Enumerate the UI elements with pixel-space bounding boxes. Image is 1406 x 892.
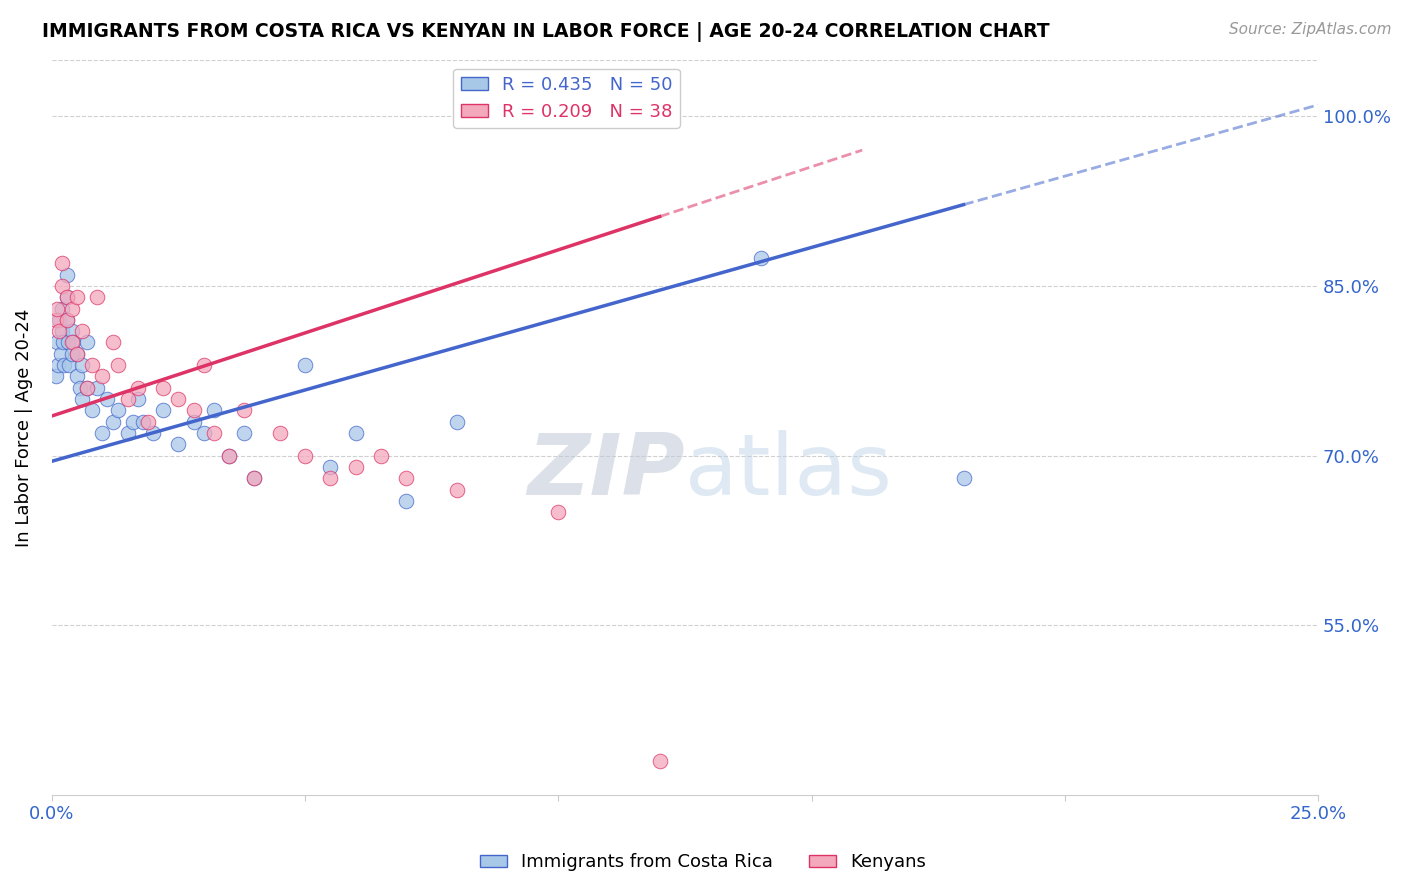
Point xyxy=(51,301,73,316)
Point xyxy=(49,347,72,361)
Point xyxy=(152,403,174,417)
Point xyxy=(243,471,266,485)
Point xyxy=(395,471,418,485)
Point xyxy=(56,335,79,350)
Point xyxy=(136,415,159,429)
Point xyxy=(82,358,104,372)
Point xyxy=(91,369,114,384)
Point xyxy=(82,403,104,417)
Point xyxy=(86,290,108,304)
Point xyxy=(56,313,79,327)
Point xyxy=(344,425,367,440)
Point xyxy=(66,290,89,304)
Point xyxy=(446,415,468,429)
Point xyxy=(45,313,67,327)
Point xyxy=(319,459,342,474)
Point xyxy=(117,392,139,406)
Point xyxy=(51,256,73,270)
Point xyxy=(218,449,240,463)
Legend: Immigrants from Costa Rica, Kenyans: Immigrants from Costa Rica, Kenyans xyxy=(472,847,934,879)
Text: Source: ZipAtlas.com: Source: ZipAtlas.com xyxy=(1229,22,1392,37)
Point xyxy=(96,392,118,406)
Point xyxy=(107,358,129,372)
Point xyxy=(152,381,174,395)
Point xyxy=(294,449,316,463)
Point xyxy=(107,403,129,417)
Point xyxy=(91,425,114,440)
Point xyxy=(193,425,215,440)
Point xyxy=(218,449,240,463)
Point xyxy=(344,459,367,474)
Point xyxy=(76,335,98,350)
Point xyxy=(70,392,93,406)
Point xyxy=(56,290,79,304)
Point xyxy=(76,381,98,395)
Point xyxy=(52,335,75,350)
Point xyxy=(66,369,89,384)
Point xyxy=(202,425,225,440)
Point xyxy=(51,279,73,293)
Point xyxy=(86,381,108,395)
Point xyxy=(121,415,143,429)
Point xyxy=(51,324,73,338)
Point xyxy=(76,381,98,395)
Point xyxy=(193,358,215,372)
Point xyxy=(60,301,83,316)
Y-axis label: In Labor Force | Age 20-24: In Labor Force | Age 20-24 xyxy=(15,308,32,547)
Point xyxy=(183,403,205,417)
Point xyxy=(46,358,69,372)
Point xyxy=(45,301,67,316)
Point xyxy=(69,381,91,395)
Point xyxy=(319,471,342,485)
Point xyxy=(127,381,149,395)
Point xyxy=(56,268,79,282)
Point xyxy=(132,415,155,429)
Point xyxy=(58,358,80,372)
Point xyxy=(60,335,83,350)
Point xyxy=(952,471,974,485)
Point xyxy=(60,324,83,338)
Legend: R = 0.435   N = 50, R = 0.209   N = 38: R = 0.435 N = 50, R = 0.209 N = 38 xyxy=(453,69,681,128)
Point xyxy=(48,313,70,327)
Point xyxy=(70,324,93,338)
Point xyxy=(648,754,671,768)
Point xyxy=(53,358,76,372)
Point xyxy=(749,251,772,265)
Point xyxy=(60,347,83,361)
Point xyxy=(101,335,124,350)
Point xyxy=(56,313,79,327)
Text: atlas: atlas xyxy=(685,430,893,513)
Point xyxy=(117,425,139,440)
Point xyxy=(45,335,67,350)
Point xyxy=(45,369,67,384)
Point xyxy=(66,347,89,361)
Point xyxy=(233,425,256,440)
Point xyxy=(395,494,418,508)
Point xyxy=(269,425,291,440)
Point xyxy=(446,483,468,497)
Text: ZIP: ZIP xyxy=(527,430,685,513)
Text: IMMIGRANTS FROM COSTA RICA VS KENYAN IN LABOR FORCE | AGE 20-24 CORRELATION CHAR: IMMIGRANTS FROM COSTA RICA VS KENYAN IN … xyxy=(42,22,1050,42)
Point xyxy=(167,437,190,451)
Point xyxy=(167,392,190,406)
Point xyxy=(70,358,93,372)
Point xyxy=(62,335,84,350)
Point xyxy=(243,471,266,485)
Point xyxy=(101,415,124,429)
Point xyxy=(233,403,256,417)
Point xyxy=(48,324,70,338)
Point xyxy=(142,425,165,440)
Point xyxy=(183,415,205,429)
Point xyxy=(202,403,225,417)
Point xyxy=(370,449,392,463)
Point xyxy=(66,347,89,361)
Point xyxy=(127,392,149,406)
Point xyxy=(56,290,79,304)
Point xyxy=(294,358,316,372)
Point xyxy=(547,505,569,519)
